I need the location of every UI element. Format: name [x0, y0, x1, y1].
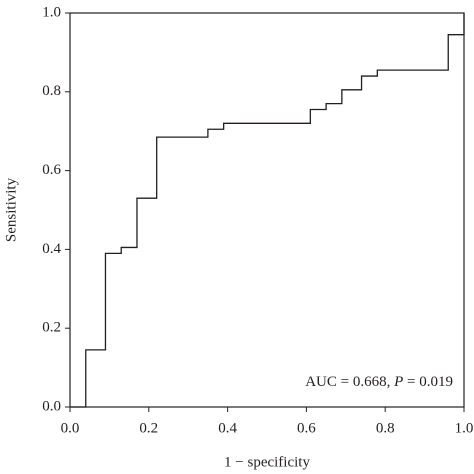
x-tick-label: 0.0 — [61, 420, 80, 436]
x-tick-label: 0.4 — [218, 420, 237, 436]
y-tick-label: 0.2 — [42, 320, 61, 336]
annotation-part: P — [393, 374, 403, 390]
x-tick-label: 1.0 — [455, 420, 474, 436]
y-tick-label: 0.6 — [42, 162, 61, 178]
annotation: AUC = 0.668, P = 0.019 — [305, 374, 453, 390]
y-tick-label: 0.0 — [42, 398, 61, 414]
y-axis-label: Sensitivity — [3, 177, 19, 242]
x-tick-label: 0.2 — [139, 420, 158, 436]
x-tick-label: 0.6 — [297, 420, 316, 436]
y-tick-label: 1.0 — [42, 4, 61, 20]
roc-curve — [70, 13, 465, 408]
x-tick-label: 0.8 — [376, 420, 395, 436]
annotation-part: AUC = 0.668, — [305, 374, 394, 390]
y-tick-label: 0.4 — [42, 241, 61, 257]
x-axis-label: 1 − specificity — [224, 454, 310, 470]
plot-frame — [69, 12, 465, 408]
y-tick-label: 0.8 — [42, 83, 61, 99]
annotation-part: = 0.019 — [403, 374, 453, 390]
